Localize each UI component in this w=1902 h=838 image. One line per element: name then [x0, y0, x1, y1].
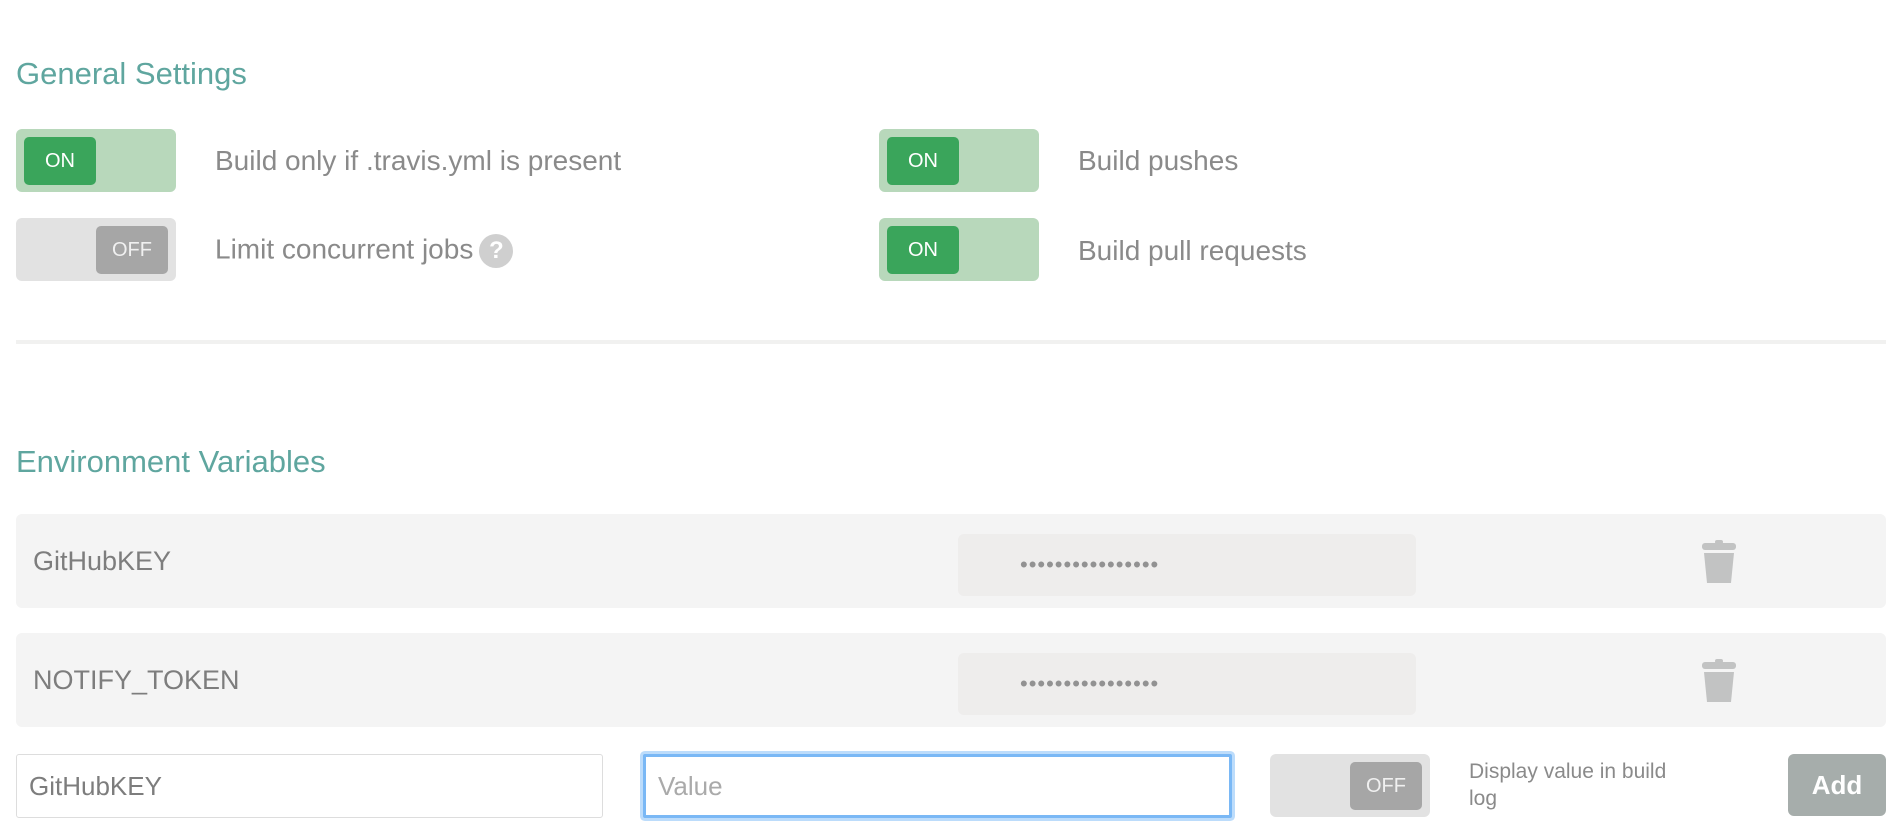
env-variable-value: ••••••••••••••••	[958, 534, 1416, 596]
help-icon[interactable]: ?	[479, 234, 514, 268]
limit-concurrent-jobs-text: Limit concurrent jobs	[215, 233, 474, 265]
build-only-travis-yml-toggle[interactable]: ON	[16, 129, 176, 192]
toggle-knob: ON	[887, 137, 959, 185]
general-settings-heading: General Settings	[16, 56, 247, 91]
build-pushes-label: Build pushes	[1078, 145, 1239, 176]
toggle-knob: OFF	[1350, 762, 1422, 810]
build-pull-requests-toggle[interactable]: ON	[879, 218, 1039, 281]
add-button[interactable]: Add	[1788, 754, 1886, 816]
environment-variables-heading: Environment Variables	[16, 444, 326, 479]
limit-concurrent-jobs-toggle[interactable]: OFF	[16, 218, 176, 281]
env-variable-name: NOTIFY_TOKEN	[33, 665, 240, 695]
env-value-input[interactable]	[643, 754, 1232, 818]
display-value-toggle[interactable]: OFF	[1270, 754, 1430, 817]
env-variable-row: NOTIFY_TOKEN ••••••••••••••••	[16, 633, 1886, 727]
toggle-knob: ON	[24, 137, 96, 185]
env-variable-row: GitHubKEY ••••••••••••••••	[16, 514, 1886, 608]
toggle-knob: ON	[887, 226, 959, 274]
toggle-knob: OFF	[96, 226, 168, 274]
section-divider	[16, 340, 1886, 344]
limit-concurrent-jobs-label: Limit concurrent jobs?	[215, 233, 514, 268]
env-variable-value: ••••••••••••••••	[958, 653, 1416, 715]
build-pull-requests-label: Build pull requests	[1078, 235, 1307, 266]
display-value-label: Display value in build log	[1469, 760, 1667, 810]
trash-icon[interactable]	[1699, 540, 1739, 584]
env-variable-name: GitHubKEY	[33, 546, 172, 576]
trash-icon[interactable]	[1699, 659, 1739, 703]
build-pushes-toggle[interactable]: ON	[879, 129, 1039, 192]
env-name-input[interactable]	[16, 754, 603, 818]
build-only-travis-yml-label: Build only if .travis.yml is present	[215, 145, 622, 176]
